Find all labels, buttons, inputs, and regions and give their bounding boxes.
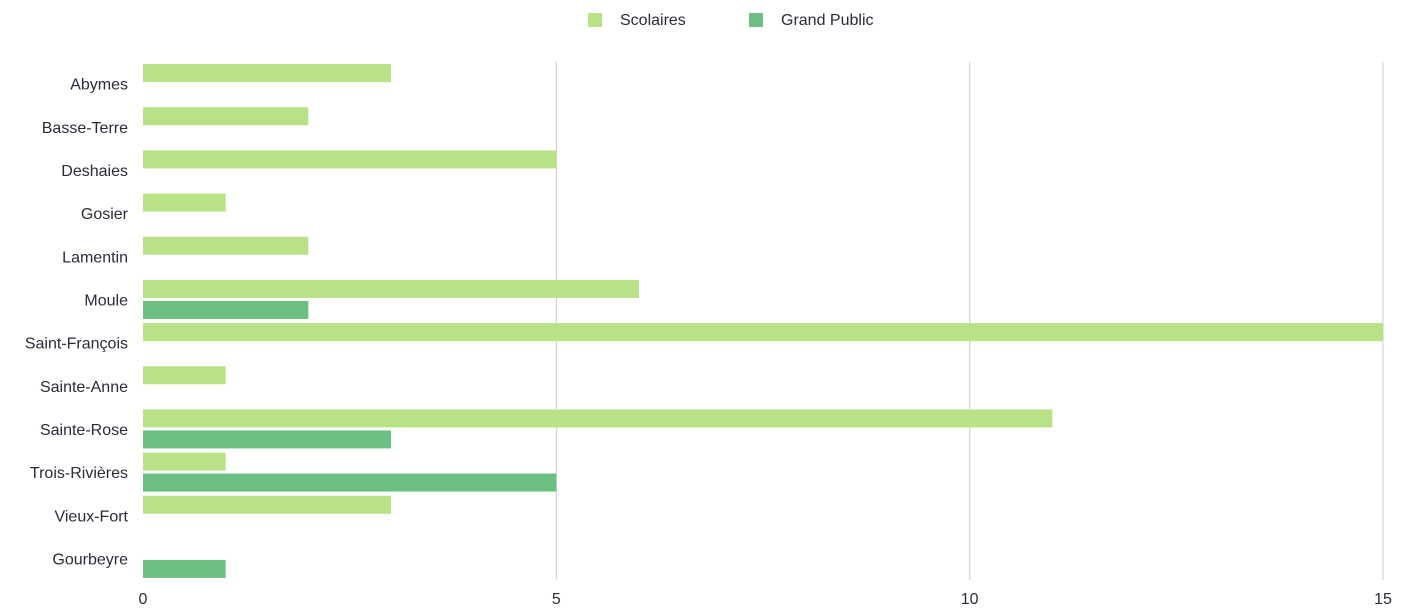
category-label: Gourbeyre bbox=[52, 551, 128, 568]
bar-scolaires bbox=[143, 150, 557, 169]
x-tick-label: 15 bbox=[1374, 591, 1392, 608]
gridlines bbox=[555, 62, 1384, 580]
category-label: Deshaies bbox=[61, 163, 128, 180]
x-tick-labels: 0 5 10 15 bbox=[139, 591, 1392, 608]
bar-scolaires bbox=[143, 409, 1053, 428]
bar-grand-public bbox=[143, 473, 557, 492]
category-label: Basse-Terre bbox=[42, 120, 128, 137]
bar-scolaires bbox=[143, 366, 226, 385]
bar-scolaires bbox=[143, 193, 226, 212]
category-label: Sainte-Rose bbox=[40, 422, 128, 439]
category-label: Sainte-Anne bbox=[40, 379, 128, 396]
legend-label-grand-public: Grand Public bbox=[781, 12, 874, 29]
category-label: Moule bbox=[84, 292, 128, 309]
bar-scolaires bbox=[143, 279, 639, 298]
legend: Scolaires Grand Public bbox=[588, 12, 874, 29]
bar-scolaires bbox=[143, 64, 391, 83]
bar-scolaires bbox=[143, 452, 226, 471]
bar-grand-public bbox=[143, 430, 391, 449]
category-label: Lamentin bbox=[62, 249, 128, 266]
bar-scolaires bbox=[143, 107, 309, 126]
bar-scolaires bbox=[143, 323, 1383, 342]
x-tick-label: 0 bbox=[139, 591, 148, 608]
category-label: Vieux-Fort bbox=[54, 508, 128, 525]
category-label: Gosier bbox=[81, 206, 129, 223]
category-label: Trois-Rivières bbox=[30, 465, 128, 482]
bar-grand-public bbox=[143, 559, 226, 578]
x-tick-label: 10 bbox=[961, 591, 979, 608]
category-labels: Abymes Basse-Terre Deshaies Gosier Lamentin M… bbox=[25, 77, 129, 569]
bar-scolaires bbox=[143, 236, 309, 255]
bar-grand-public bbox=[143, 300, 309, 319]
legend-swatch-grand-public bbox=[749, 13, 763, 27]
category-label: Saint-François bbox=[25, 336, 128, 353]
category-label: Abymes bbox=[70, 77, 128, 94]
legend-label-scolaires: Scolaires bbox=[620, 12, 686, 29]
bars bbox=[143, 64, 1383, 578]
legend-swatch-scolaires bbox=[588, 13, 602, 27]
x-tick-label: 5 bbox=[552, 591, 561, 608]
bar-scolaires bbox=[143, 495, 391, 514]
